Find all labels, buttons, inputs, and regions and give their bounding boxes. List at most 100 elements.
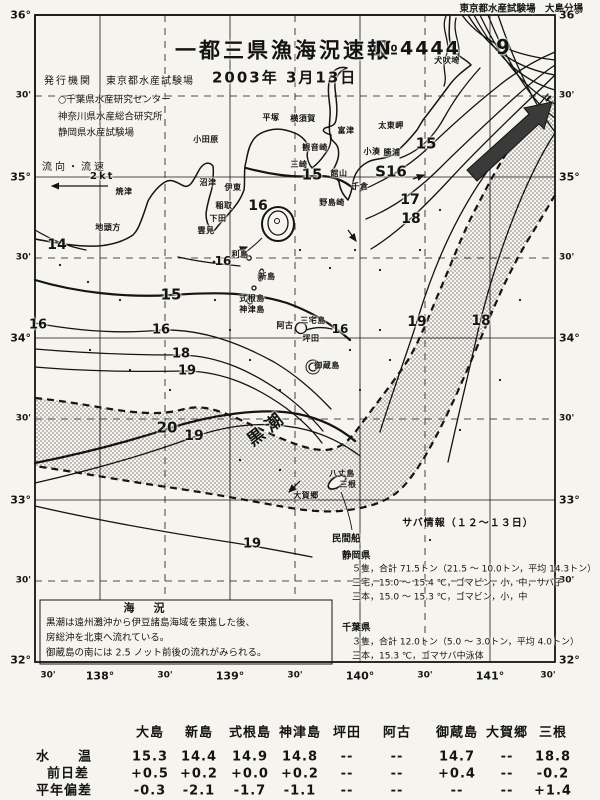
- saba-line: 三本，15.3 ℃，ゴマサバ中泳体: [352, 651, 484, 662]
- table-row-header: 水 温: [36, 749, 93, 765]
- table-cell: +0.2: [281, 766, 319, 782]
- lon-label: 30': [287, 670, 303, 681]
- issuer-label: 発行機関: [44, 76, 92, 87]
- agency-note: 東京都水産試験場 大島分場: [459, 3, 583, 15]
- leader-line-hachijo: [340, 491, 353, 531]
- contour-label: 18: [471, 313, 491, 329]
- contour-label: 18: [401, 211, 421, 227]
- co-org: ○千葉県水産研究センター: [58, 94, 171, 106]
- table-cell: 14.8: [281, 749, 319, 765]
- lat-label-right: 33°: [559, 493, 580, 507]
- kuroshio-north-edge: [34, 91, 556, 452]
- legend-speed: 2kt: [90, 171, 115, 182]
- contour-label: 19: [407, 314, 427, 330]
- table-cell: +1.4: [534, 783, 572, 799]
- issuer-org: 東京都水産試験場: [106, 76, 194, 87]
- place-label: 犬吠埼: [434, 56, 460, 65]
- table-column-header: 三根: [538, 725, 568, 741]
- table-column-header: 新島: [184, 725, 214, 741]
- table-cell: -0.3: [133, 783, 167, 799]
- table-column-header: 大賀郷: [485, 725, 529, 741]
- contour-label: 20: [156, 418, 178, 437]
- place-label: 神津島: [239, 305, 265, 314]
- legend-label: 流向・流速: [42, 162, 107, 173]
- place-label: 小湊: [363, 147, 381, 156]
- contour-label: S16: [375, 162, 407, 181]
- contour-label: 16: [331, 322, 349, 336]
- island-miyakejima: [294, 321, 308, 335]
- notes-line: 御蔵島の南には 2.5 ノット前後の流れがみられる。: [46, 647, 267, 659]
- lat-label-left: 30': [15, 90, 31, 101]
- coastline: [34, 14, 472, 247]
- contour-label: 15: [415, 134, 437, 153]
- table-column-header: 坪田: [332, 725, 362, 741]
- lon-label: 30': [157, 670, 173, 681]
- lat-label-left: 35°: [10, 170, 31, 184]
- table-cell: --: [390, 766, 404, 782]
- saba-info-title: サバ情報（１２～１３日）: [402, 518, 534, 529]
- place-label: 新島: [258, 272, 276, 281]
- table-cell: --: [390, 783, 404, 799]
- report-number: №4444: [375, 37, 461, 60]
- table-cell: --: [450, 783, 464, 799]
- place-label: 地頭方: [95, 223, 121, 232]
- islands: [246, 210, 347, 490]
- table-cell: +0.4: [438, 766, 476, 782]
- table-column-header: 式根島: [228, 725, 272, 741]
- lon-label: 138°: [85, 669, 115, 683]
- table-cell: 18.8: [534, 749, 572, 765]
- table-column-header: 阿古: [382, 725, 412, 741]
- table-cell: +0.5: [131, 766, 169, 782]
- lat-label-left: 34°: [10, 331, 31, 345]
- station-dots: [58, 208, 522, 542]
- table-cell: --: [390, 749, 404, 765]
- saba-line: ３隻，合計 12.0トン（5.0 ～ 3.0トン，平均 4.0トン）: [352, 637, 579, 648]
- contour-label: 16: [248, 198, 268, 214]
- contour-label: 9: [496, 35, 510, 59]
- contour-label: 14: [47, 237, 67, 253]
- lat-label-left: 36°: [10, 8, 31, 22]
- table-column-header: 神津島: [278, 725, 322, 741]
- place-label: 千倉: [351, 182, 369, 191]
- place-label: 御蔵島: [314, 361, 340, 370]
- saba-vessel-type: 民間船: [332, 533, 361, 545]
- lat-label-left: 30': [15, 413, 31, 424]
- table-cell: +0.0: [231, 766, 269, 782]
- table-column-header: 大島: [135, 725, 165, 741]
- lat-label-right: 36°: [559, 8, 580, 22]
- table-cell: --: [500, 749, 514, 765]
- lat-label-right: 34°: [559, 331, 580, 345]
- lon-label: 139°: [215, 669, 245, 683]
- island-toshima: [246, 255, 252, 261]
- lon-label: 140°: [345, 669, 375, 683]
- contour-label: 16: [28, 317, 48, 333]
- contour-label: 16: [214, 254, 232, 268]
- island-mikurajima: [308, 362, 318, 372]
- place-label: 三宅島: [300, 316, 326, 325]
- table-column-header: 御蔵島: [435, 725, 479, 741]
- saba-line: ５隻，合計 71.5トン（21.5 ～ 10.0トン，平均 14.3トン）: [352, 564, 597, 575]
- place-label: 観音崎: [302, 143, 328, 152]
- place-label: 下田: [209, 214, 227, 223]
- table-cell: --: [340, 783, 354, 799]
- saba-pref: 静岡県: [342, 550, 371, 562]
- place-label: 館山: [330, 169, 348, 178]
- place-label: 横須賀: [290, 114, 316, 123]
- lat-label-left: 33°: [10, 493, 31, 507]
- contour-label: 19: [242, 536, 262, 552]
- table-cell: --: [500, 783, 514, 799]
- co-org: 静岡県水産試験場: [58, 127, 135, 139]
- kuroshio-south-edge: [34, 194, 556, 513]
- saba-line: 三本，15.0 ～ 15.3 ℃，ゴマビン，小，中: [352, 592, 528, 603]
- table-row-header: 平年偏差: [36, 783, 93, 799]
- notes-line: 黒潮は遠州灘沖から伊豆諸島海域を東進した後、: [46, 617, 256, 629]
- report-date: 2003年 3月13日: [212, 68, 358, 87]
- table-cell: -1.7: [233, 783, 267, 799]
- place-label: 太東岬: [378, 121, 404, 130]
- place-label: 焼津: [115, 187, 133, 196]
- place-label: 大賀郷: [293, 491, 319, 500]
- place-label: 八丈島: [329, 469, 355, 478]
- place-label: 稲取: [215, 201, 233, 210]
- current-arrows: [50, 174, 426, 531]
